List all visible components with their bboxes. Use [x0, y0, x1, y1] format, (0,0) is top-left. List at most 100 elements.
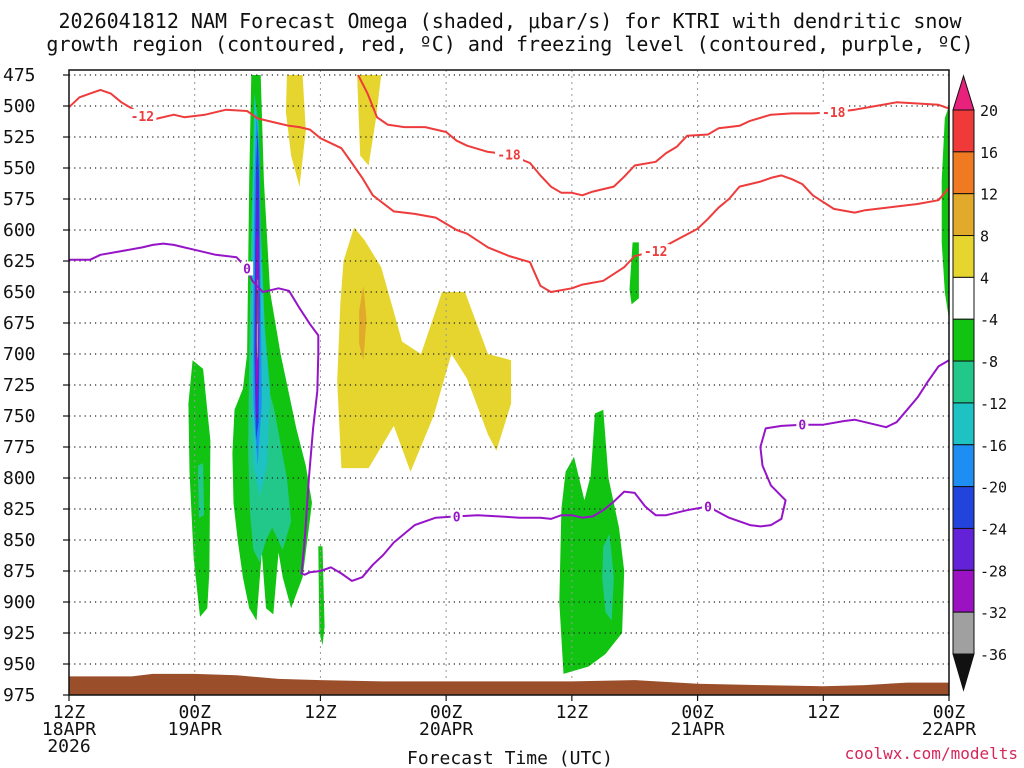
colorbar-swatch-4 — [952, 235, 975, 278]
colorbar-swatch-7 — [952, 360, 975, 404]
omega-region-6 — [318, 546, 325, 646]
colorbar-swatch-3 — [952, 193, 975, 237]
xtick-label-0-2: 18APR — [42, 719, 96, 740]
xtick-label-5-2: 21APR — [670, 719, 724, 740]
xtick-label-5-1: 00Z — [681, 702, 714, 723]
red-contour-label-1-1: -18 — [822, 106, 846, 121]
plot-frame — [68, 69, 950, 696]
xtick-label-1-1: 00Z — [178, 702, 211, 723]
ytick-label-525: 525 — [3, 127, 36, 148]
colorbar-label-3: 8 — [980, 228, 989, 246]
colorbar-label-5: -4 — [980, 311, 998, 329]
colorbar-label-10: -24 — [980, 520, 1007, 538]
purple-label-bg-0-1 — [450, 509, 463, 524]
ytick-label-800: 800 — [3, 468, 36, 489]
colorbar-label-2: 12 — [980, 186, 998, 204]
red-contour-label-0-1: -12 — [644, 245, 667, 260]
purple-contour-label-0-0: 0 — [243, 262, 251, 277]
colorbar-swatch-1 — [952, 109, 975, 153]
colorbar-swatch-6 — [952, 318, 975, 362]
omega-region-9 — [941, 106, 949, 320]
omega-region-0 — [285, 75, 306, 187]
colorbar-label-9: -20 — [980, 479, 1007, 497]
omega-region-1 — [357, 75, 382, 166]
red-label-bg-0-0 — [128, 108, 157, 123]
colorbar-label-11: -28 — [980, 562, 1007, 580]
ytick-label-700: 700 — [3, 344, 36, 365]
xtick-label-6-1: 12Z — [807, 702, 840, 723]
omega-region-2 — [337, 227, 512, 472]
gridlines — [69, 70, 949, 695]
ytick-label-725: 725 — [3, 375, 36, 396]
colorbar-label-8: -16 — [980, 437, 1007, 455]
omega-region-3 — [359, 285, 367, 361]
ytick-label-600: 600 — [3, 220, 36, 241]
colorbar-label-7: -12 — [980, 395, 1007, 413]
omega-shading — [188, 75, 949, 674]
ytick-label-625: 625 — [3, 251, 36, 272]
red-label-bg-1-1 — [819, 105, 848, 120]
colorbar-swatch-5 — [952, 276, 975, 320]
red-label-bg-0-1 — [641, 244, 670, 259]
red-label-bg-1-0 — [495, 147, 523, 162]
purple-contour-label-0-3: 0 — [798, 419, 806, 434]
xtick-label-3-1: 00Z — [430, 702, 463, 723]
colorbar-label-12: -32 — [980, 604, 1007, 622]
red-contour-label-1-0: -18 — [497, 148, 521, 163]
colorbar-swatch-2 — [952, 151, 975, 195]
xtick-label-7-1: 00Z — [933, 702, 966, 723]
ytick-label-850: 850 — [3, 530, 36, 551]
ytick-label-775: 775 — [3, 437, 36, 458]
colorbar-bottom-triangle — [952, 653, 975, 692]
colorbar-label-4: 4 — [980, 269, 989, 287]
xtick-label-4-1: 12Z — [556, 702, 589, 723]
colorbar-swatch-12 — [952, 569, 975, 613]
colorbar-label-0: 20 — [980, 102, 998, 120]
colorbar-swatch-10 — [952, 486, 975, 529]
chart-title-line1: 2026041812 NAM Forecast Omega (shaded, μ… — [58, 9, 962, 33]
colorbar: 20 16 12 8 4 -4 -8 -12 -16 -20 -24 -28 -32 -36 — [952, 74, 1007, 692]
x-axis-label: Forecast Time (UTC) — [407, 748, 613, 768]
omega-region-11 — [602, 533, 614, 621]
chart-title-line2: growth region (contoured, red, ºC) and f… — [46, 32, 973, 56]
plot-area: -12 -12 -18 -18 0 0 0 0 — [69, 70, 949, 695]
ytick-label-950: 950 — [3, 654, 36, 675]
credit-text: coolwx.com/modelts — [845, 744, 1018, 763]
contour-lines: -12 -12 -18 -18 0 0 0 0 — [69, 74, 949, 582]
ytick-label-500: 500 — [3, 96, 36, 117]
omega-region-7 — [559, 409, 625, 674]
xtick-label-1-2: 19APR — [168, 719, 222, 740]
ytick-label-750: 750 — [3, 406, 36, 427]
ytick-label-825: 825 — [3, 499, 36, 520]
colorbar-swatch-13 — [952, 611, 975, 655]
omega-region-8 — [629, 242, 639, 305]
colorbar-label-1: 16 — [980, 144, 998, 162]
ytick-label-475: 475 — [3, 65, 36, 86]
xtick-label-2-1: 12Z — [304, 702, 337, 723]
ytick-label-975: 975 — [3, 685, 36, 706]
ytick-label-875: 875 — [3, 561, 36, 582]
red-contour-label-0-0: -12 — [131, 110, 154, 125]
xtick-label-0-3: 2026 — [47, 736, 90, 757]
ytick-label-675: 675 — [3, 313, 36, 334]
colorbar-label-6: -8 — [980, 353, 998, 371]
ytick-label-900: 900 — [3, 592, 36, 613]
xtick-label-0-1: 12Z — [53, 702, 86, 723]
ytick-label-925: 925 — [3, 623, 36, 644]
colorbar-label-13: -36 — [980, 646, 1007, 664]
omega-region-10 — [197, 463, 205, 518]
colorbar-swatch-11 — [952, 527, 975, 571]
purple-label-bg-0-0 — [241, 261, 254, 276]
red-contour-1 — [357, 74, 949, 197]
colorbar-swatch-8 — [952, 402, 975, 446]
purple-contour-label-0-1: 0 — [453, 510, 461, 525]
red-contour-0 — [69, 88, 949, 293]
ytick-label-550: 550 — [3, 158, 36, 179]
purple-contour-label-0-2: 0 — [704, 501, 712, 516]
ytick-label-575: 575 — [3, 189, 36, 210]
y-axis-ticks: 475 500 525 550 575 600 625 650 675 700 725 750 775 8… — [3, 65, 69, 706]
terrain-fill — [69, 673, 949, 695]
purple-label-bg-0-3 — [796, 417, 809, 432]
